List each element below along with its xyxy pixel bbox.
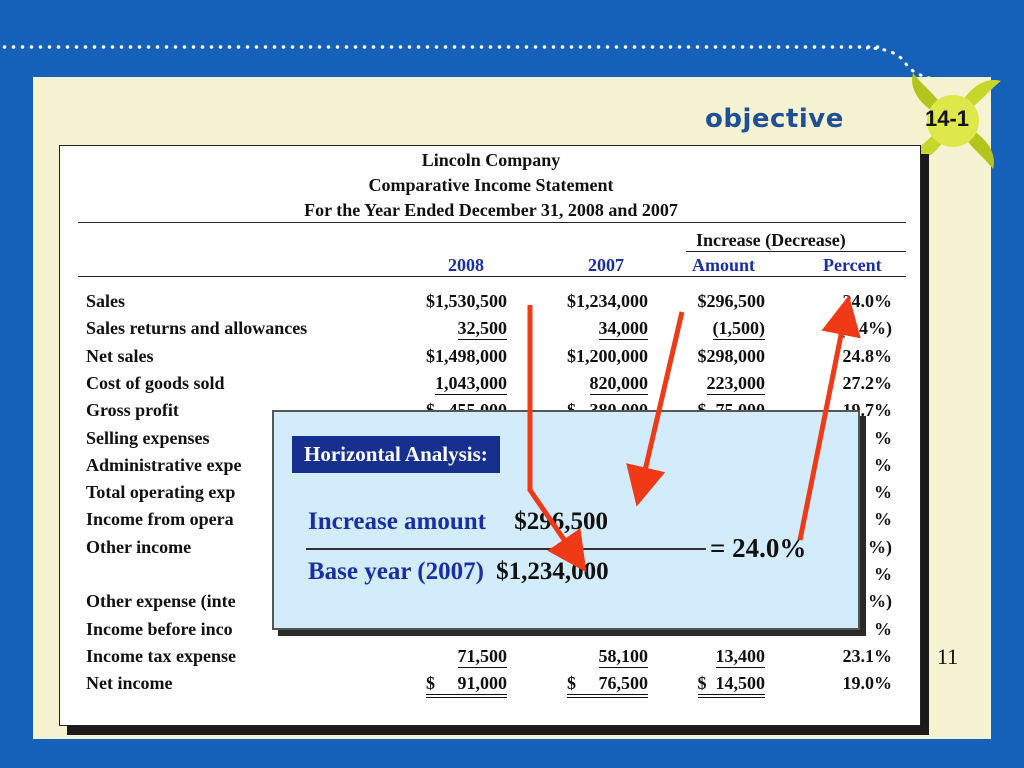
objective-number: 14-1	[924, 106, 970, 131]
cell-percent: 27.2%	[842, 372, 893, 393]
cell-percent: %	[874, 482, 892, 503]
statement-title: Comparative Income Statement	[368, 175, 614, 195]
col-amount: Amount	[692, 255, 756, 275]
cell-percent: 19.0%	[842, 673, 893, 694]
cell-percent: %	[874, 427, 892, 448]
row-label: Income before inco	[86, 618, 233, 639]
cell-percent: %	[874, 618, 892, 639]
numerator: Increase amount $296,500	[308, 508, 608, 536]
cell-2008: 32,500	[457, 318, 507, 341]
cell-2008: 1,043,000	[435, 372, 507, 395]
cell-2008: 71,500	[457, 645, 507, 668]
horizontal-analysis-callout: Horizontal Analysis: Increase amount $29…	[272, 410, 860, 630]
row-label: Administrative expe	[86, 454, 242, 475]
cell-2007: $ 76,500	[567, 673, 648, 699]
cell-amount: $ 14,500	[697, 673, 765, 699]
row-label: Other expense (inte	[86, 591, 236, 612]
header-rule	[78, 222, 906, 223]
col-2007: 2007	[588, 255, 624, 275]
page-number: 11	[937, 644, 959, 669]
statement-row: Total operating exp%	[60, 482, 922, 509]
row-label: Cost of goods sold	[86, 372, 225, 393]
cell-amount: 13,400	[715, 645, 765, 668]
statement-period: For the Year Ended December 31, 2008 and…	[304, 200, 678, 220]
increase-decrease-header: Increase (Decrease)	[696, 230, 846, 250]
cell-amount: (1,500)	[712, 318, 765, 341]
cell-2008: $1,498,000	[426, 345, 507, 366]
col-percent: Percent	[823, 255, 882, 275]
cell-2007: 34,000	[598, 318, 648, 341]
cell-2008: $1,530,500	[426, 291, 507, 311]
row-label: Income from opera	[86, 509, 234, 530]
cell-percent: 24.8%	[842, 345, 893, 366]
statement-row: %	[60, 564, 922, 591]
objective-label: objective	[705, 104, 844, 134]
row-label: Income tax expense	[86, 645, 236, 666]
numerator-value: $296,500	[514, 508, 609, 535]
cell-2007: $1,200,000	[567, 345, 648, 366]
cell-amount: $296,500	[697, 291, 766, 311]
statement-row: Net income $ 91,000 $ 76,500 $ 14,500 19.0%	[60, 673, 922, 700]
numerator-label: Increase amount	[308, 508, 487, 535]
cell-percent: (4.4%)	[839, 318, 893, 339]
row-label: Net sales	[86, 345, 154, 366]
statement-row: Income from opera%	[60, 509, 922, 536]
denominator: Base year (2007) $1,234,000	[308, 558, 609, 586]
row-label: Gross profit	[86, 400, 179, 421]
cell-2007: 820,000	[589, 372, 648, 395]
cell-percent: %)	[868, 591, 892, 612]
cell-2008: $ 91,000	[426, 673, 507, 699]
denominator-value: $1,234,000	[496, 558, 609, 585]
fraction-line	[306, 548, 706, 550]
denominator-label: Base year (2007)	[308, 558, 484, 585]
row-label: Other income	[86, 536, 192, 557]
statement-row: Income before inco%	[60, 619, 922, 646]
formula-result: = 24.0%	[710, 533, 807, 563]
cell-amount: 223,000	[706, 372, 765, 395]
cell-percent: %	[874, 509, 892, 530]
company-name: Lincoln Company	[421, 150, 561, 170]
statement-row: Sales returns and allowances 32,500 34,000…	[60, 318, 922, 345]
cell-2007: $1,234,000	[567, 291, 648, 311]
row-label: Net income	[86, 673, 173, 694]
row-label: Selling expenses	[86, 427, 210, 448]
cell-amount: $298,000	[697, 345, 766, 366]
column-header-rule	[78, 276, 906, 277]
dotted-border-top	[0, 44, 880, 50]
statement-row: Other income%)	[60, 537, 922, 564]
statement-row: Other expense (inte%)	[60, 591, 922, 618]
statement-row: Sales $1,530,500 $1,234,000 $296,500 24.0%	[60, 291, 922, 318]
statement-row: Administrative expe%	[60, 455, 922, 482]
statement-row: Cost of goods sold 1,043,000 820,000 223,00…	[60, 373, 922, 400]
row-label: Total operating exp	[86, 482, 236, 503]
statement-row: Selling expenses%	[60, 428, 922, 455]
group-header-rule	[686, 251, 906, 252]
cell-percent: 23.1%	[842, 645, 893, 666]
cell-percent: %)	[868, 536, 892, 557]
statement-row: Income tax expense 71,500 58,100 13,400 23.1…	[60, 646, 922, 673]
cell-2007: 58,100	[598, 645, 648, 668]
row-label: Sales returns and allowances	[86, 318, 308, 339]
row-label: Sales	[86, 291, 126, 311]
callout-title: Horizontal Analysis:	[292, 436, 500, 473]
statement-row: Net sales $1,498,000 $1,200,000 $298,000 24.…	[60, 346, 922, 373]
cell-percent: %	[874, 454, 892, 475]
cell-percent: 24.0%	[842, 291, 893, 311]
col-2008: 2008	[448, 255, 484, 275]
cell-percent: %	[874, 564, 892, 584]
